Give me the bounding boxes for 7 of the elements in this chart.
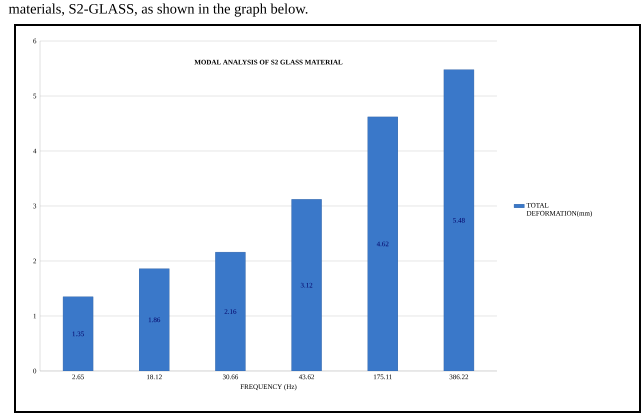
bar <box>215 252 246 371</box>
bar <box>139 268 170 371</box>
bar <box>444 69 474 371</box>
bar <box>291 199 322 371</box>
bar <box>368 116 398 371</box>
bar <box>62 296 94 371</box>
text: materials, S2-GLASS, as shown in the graph below. <box>8 4 308 17</box>
